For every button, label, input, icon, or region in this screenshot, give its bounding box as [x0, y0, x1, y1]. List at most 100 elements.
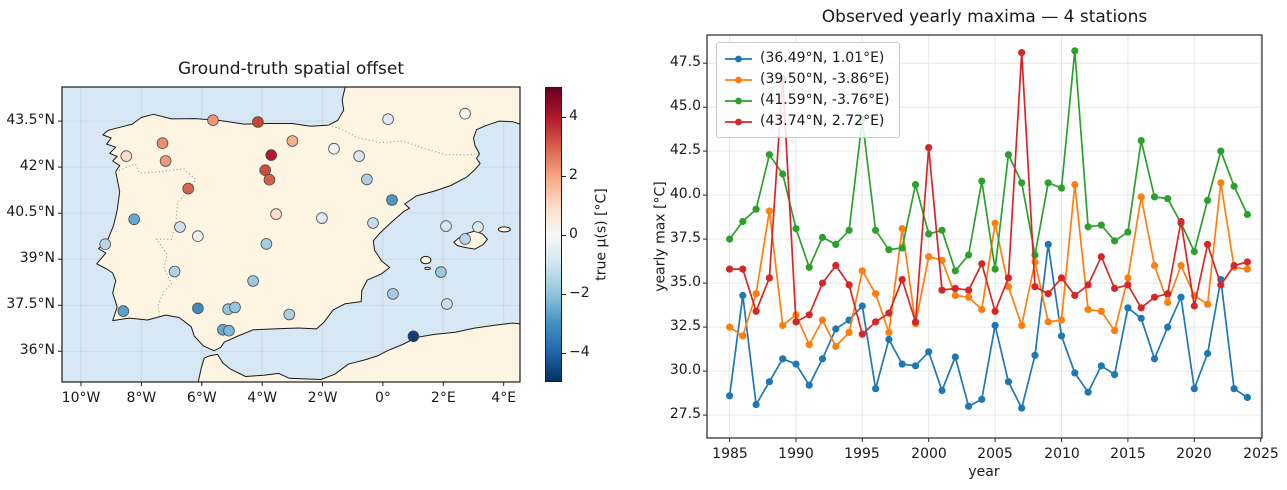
map-x-tick-label: 10°W — [61, 390, 101, 406]
legend-swatch — [725, 55, 752, 62]
series-marker — [1097, 253, 1105, 261]
series-marker — [885, 246, 893, 254]
series-marker — [911, 181, 920, 189]
chart-y-tick-label: 27.5 — [669, 406, 701, 422]
station-dot — [316, 212, 328, 224]
series-marker — [1177, 293, 1185, 301]
station-dot — [259, 164, 272, 176]
series-marker — [805, 341, 813, 349]
series-marker — [1071, 291, 1079, 300]
series-marker — [925, 230, 933, 238]
station-dot — [441, 298, 453, 310]
colorbar-tick-label: 0 — [569, 226, 578, 242]
map-x-tick-label: 0° — [374, 390, 391, 406]
map-x-tick-label: 2°W — [307, 390, 338, 406]
legend-label: (41.59°N, -3.76°E) — [760, 92, 890, 108]
series-marker — [805, 311, 813, 319]
series-marker — [739, 291, 747, 300]
series-marker — [1177, 261, 1185, 270]
series-marker — [991, 265, 999, 273]
series-marker — [1150, 293, 1159, 301]
series-marker — [1044, 240, 1052, 248]
station-dot — [283, 308, 296, 321]
station-dot — [229, 301, 241, 314]
series-marker — [1230, 261, 1238, 270]
series-marker — [726, 235, 734, 243]
island-ibiza — [420, 255, 432, 265]
series-marker — [726, 392, 734, 400]
series-marker — [845, 328, 853, 336]
series-marker — [951, 291, 959, 300]
station-dot — [207, 114, 219, 127]
series-marker — [1204, 240, 1212, 248]
station-dot — [353, 150, 365, 162]
station-dot — [156, 137, 169, 149]
series-marker — [1018, 179, 1026, 187]
series-marker — [1084, 223, 1092, 231]
station-dot — [128, 213, 140, 226]
series-line — [729, 51, 1248, 336]
station-dot — [459, 233, 471, 245]
series-marker — [1111, 284, 1119, 292]
series-marker — [1243, 258, 1251, 266]
station-dot — [472, 221, 484, 233]
series-marker — [898, 360, 906, 368]
chart-x-tick-label: 1995 — [844, 446, 880, 462]
series-marker — [818, 279, 827, 287]
series-marker — [965, 286, 973, 294]
series-marker — [1057, 184, 1066, 192]
series-marker — [1057, 274, 1066, 282]
series-marker — [765, 151, 773, 159]
map-x-tick-label: 6°W — [186, 390, 217, 406]
series-marker — [752, 205, 760, 213]
series-line — [728, 49, 1249, 272]
series-marker — [1111, 237, 1119, 245]
series-marker — [1177, 217, 1185, 226]
series-marker — [792, 360, 800, 368]
chart-y-tick-label: 32.5 — [669, 318, 701, 334]
series-marker — [1031, 283, 1039, 291]
series-marker — [1084, 305, 1092, 314]
chart-x-tick-label: 2010 — [1044, 446, 1080, 462]
colorbar-tickmark — [562, 117, 566, 118]
series-marker — [779, 355, 787, 363]
series-marker — [832, 261, 840, 270]
series-marker — [978, 177, 986, 185]
series-marker — [765, 274, 773, 282]
colorbar-tick-label: 2 — [569, 167, 578, 183]
legend-label: (39.50°N, -3.86°E) — [760, 71, 890, 87]
legend-item: (41.59°N, -3.76°E) — [725, 90, 889, 111]
series-line — [729, 181, 1248, 348]
station-dot — [265, 149, 278, 161]
series-marker — [1190, 302, 1198, 310]
chart-y-tick-label: 45.0 — [669, 98, 701, 114]
legend-label: (36.49°N, 1.01°E) — [760, 50, 885, 66]
colorbar-tickmark — [562, 353, 566, 354]
series-marker — [1230, 182, 1238, 190]
colorbar-tickmark — [562, 235, 566, 236]
series-marker — [978, 305, 986, 314]
station-dot — [407, 330, 420, 343]
station-dot — [459, 107, 471, 120]
station-dot — [192, 230, 204, 243]
series-marker — [832, 342, 840, 351]
map-x-tick-label: 8°W — [126, 390, 157, 406]
series-marker — [1243, 393, 1251, 402]
series-marker — [938, 226, 946, 234]
chart-y-tick-label: 37.5 — [669, 230, 701, 246]
series-marker — [911, 318, 920, 326]
series-marker — [1044, 318, 1052, 326]
chart-legend: (36.49°N, 1.01°E) (39.50°N, -3.86°E) (41… — [716, 42, 901, 138]
series-marker — [1217, 147, 1225, 155]
series-marker — [991, 219, 999, 227]
station-dot — [386, 194, 398, 206]
island-formentera — [424, 266, 431, 270]
series-marker — [858, 267, 866, 275]
series-marker — [1071, 369, 1079, 377]
station-dot — [120, 150, 133, 162]
series-marker — [1111, 327, 1119, 335]
legend-swatch — [725, 118, 752, 125]
series-marker — [1137, 193, 1145, 201]
series-marker — [1217, 281, 1225, 289]
series-marker — [951, 284, 959, 292]
